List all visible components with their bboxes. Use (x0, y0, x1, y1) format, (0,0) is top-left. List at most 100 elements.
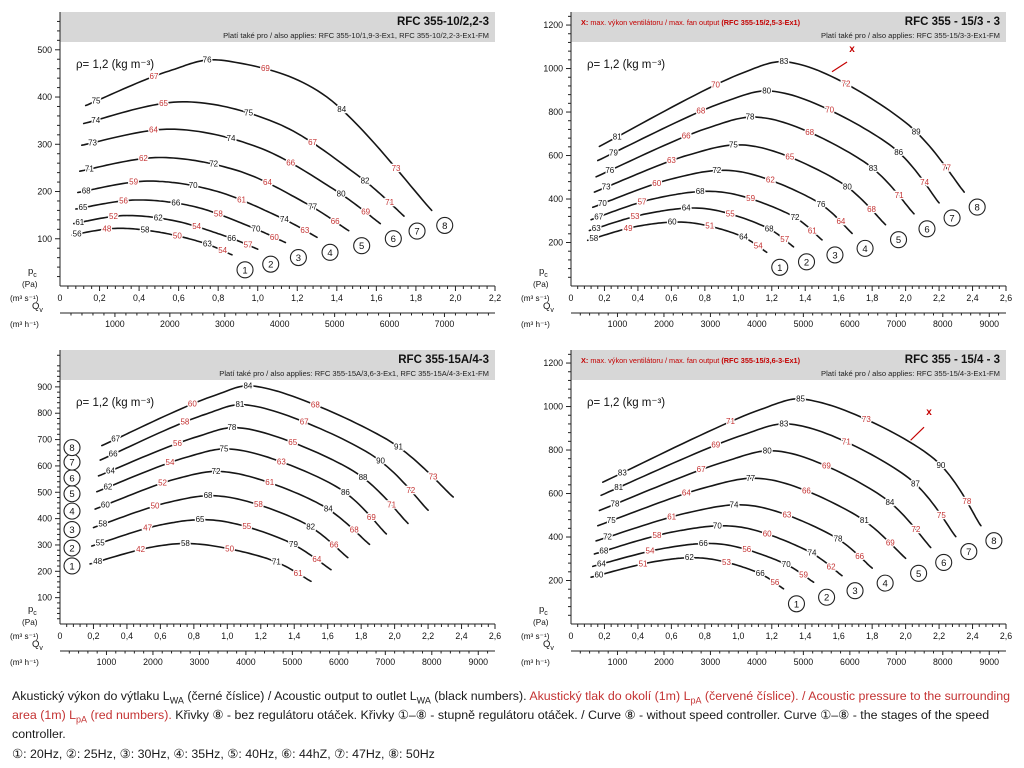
lpa-value: 66 (682, 132, 691, 141)
lpa-value: 62 (139, 154, 148, 163)
svg-text:0: 0 (569, 631, 574, 641)
svg-text:5: 5 (916, 569, 921, 580)
lwa-value: 78 (746, 113, 755, 122)
svg-text:1: 1 (777, 263, 782, 274)
svg-text:8000: 8000 (933, 319, 953, 329)
svg-text:800: 800 (548, 445, 563, 455)
lwa-value: 82 (361, 176, 370, 185)
svg-text:600: 600 (548, 151, 563, 161)
lpa-value: 68 (805, 128, 814, 137)
chart-subtitle: Platí také pro / also applies: RFC 355-1… (821, 31, 1000, 40)
lpa-value: 52 (109, 212, 118, 221)
svg-text:500: 500 (37, 45, 52, 55)
lpa-value: 64 (149, 126, 158, 135)
footer-red-segment: (červené číslice). / Acoustic pressure t… (12, 689, 1011, 723)
lpa-value: 55 (726, 209, 735, 218)
svg-text:0,6: 0,6 (173, 293, 185, 303)
svg-text:2,0: 2,0 (899, 631, 911, 641)
lpa-value: 67 (300, 417, 309, 426)
lpa-value: 47 (143, 524, 152, 533)
svg-text:0: 0 (58, 293, 63, 303)
lwa-value: 76 (605, 166, 614, 175)
lwa-value: 60 (594, 571, 603, 580)
curve-badge-4: 4 (63, 502, 81, 520)
x-axis-unit-m3s: (m³ s⁻¹) (521, 294, 550, 303)
lpa-value: 54 (166, 458, 175, 467)
lwa-value: 86 (341, 488, 350, 497)
curve-7 (82, 101, 405, 217)
lwa-value: 62 (154, 213, 163, 222)
curve-badges-layer: 1 2 3 4 5 6 7 8 (236, 216, 454, 279)
lwa-value: 62 (103, 483, 112, 492)
svg-text:7: 7 (414, 227, 419, 238)
curve-badge-5: 5 (910, 564, 928, 582)
svg-text:100: 100 (37, 593, 52, 603)
lwa-value: 75 (92, 97, 101, 106)
x-axis-unit-m3h: (m³ h⁻¹) (10, 658, 39, 667)
lwa-value: 84 (324, 505, 333, 514)
lpa-value: 68 (350, 526, 359, 535)
svg-text:7000: 7000 (435, 319, 455, 329)
y-axis-unit: (Pa) (533, 618, 549, 627)
curve-3 (75, 199, 287, 244)
svg-text:3000: 3000 (701, 319, 721, 329)
lpa-value: 60 (270, 233, 279, 242)
lpa-value: 59 (799, 571, 808, 580)
lpa-value: 66 (331, 217, 340, 226)
lwa-value: 48 (93, 557, 102, 566)
y-axis-label: pc (28, 266, 37, 279)
curves-layer (586, 60, 965, 254)
chart-subtitle: Platí také pro / also applies: RFC 355-1… (821, 369, 1000, 378)
lpa-value: 78 (962, 497, 971, 506)
lwa-value: 70 (189, 181, 198, 190)
lpa-value: 61 (294, 569, 303, 578)
chart-rfc-355-15a-4-3: RFC 355-15A/4-3 Platí také pro / also app… (10, 350, 501, 667)
lpa-value: 58 (180, 417, 189, 426)
svg-text:5000: 5000 (283, 657, 303, 667)
qv-label: Qv (543, 639, 554, 652)
lwa-value: 91 (394, 443, 403, 452)
svg-text:7000: 7000 (887, 319, 907, 329)
curve-4 (77, 180, 318, 239)
svg-text:8: 8 (442, 221, 447, 232)
lwa-value: 75 (729, 140, 738, 149)
curve-badge-7: 7 (943, 209, 961, 227)
svg-text:1,2: 1,2 (291, 293, 303, 303)
title-bar-background (571, 350, 1006, 380)
title-bar: RFC 355 - 15/4 - 3 Platí také pro / also … (571, 350, 1006, 380)
lpa-value: 65 (288, 438, 297, 447)
chart-rfc-355-15-4-3: RFC 355 - 15/4 - 3 Platí také pro / also … (521, 350, 1012, 667)
lpa-value: 42 (136, 545, 145, 554)
svg-text:0,2: 0,2 (598, 293, 610, 303)
footer-segment: (black numbers). (430, 689, 530, 703)
svg-text:0,4: 0,4 (133, 293, 145, 303)
svg-text:0,4: 0,4 (121, 631, 133, 641)
curve-5 (593, 144, 887, 226)
lpa-value: 50 (225, 544, 234, 553)
svg-text:0,2: 0,2 (93, 293, 105, 303)
lwa-value: 84 (885, 498, 894, 507)
lpa-value: 69 (886, 539, 895, 548)
svg-text:0,8: 0,8 (699, 631, 711, 641)
lpa-value: 70 (711, 80, 720, 89)
footer-text: Akustický výkon do výtlaku LWA (černé čí… (12, 688, 1012, 744)
chart-subtitle: Platí také pro / also applies: RFC 355-1… (223, 31, 489, 40)
svg-text:2000: 2000 (143, 657, 163, 667)
lpa-value: 62 (766, 176, 775, 185)
svg-text:2000: 2000 (160, 319, 180, 329)
svg-text:2,4: 2,4 (455, 631, 467, 641)
lpa-value: 69 (822, 461, 831, 470)
lpa-value: 63 (277, 457, 286, 466)
lwa-value: 83 (779, 57, 788, 66)
svg-text:3000: 3000 (190, 657, 210, 667)
lpa-value: 72 (842, 79, 851, 88)
svg-text:200: 200 (37, 187, 52, 197)
lwa-value: 81 (860, 516, 869, 525)
svg-text:2,4: 2,4 (966, 293, 978, 303)
curve-5 (96, 448, 388, 535)
curve-4 (592, 169, 853, 235)
svg-text:4000: 4000 (236, 657, 256, 667)
svg-text:2,0: 2,0 (388, 631, 400, 641)
curve-4 (595, 504, 873, 569)
